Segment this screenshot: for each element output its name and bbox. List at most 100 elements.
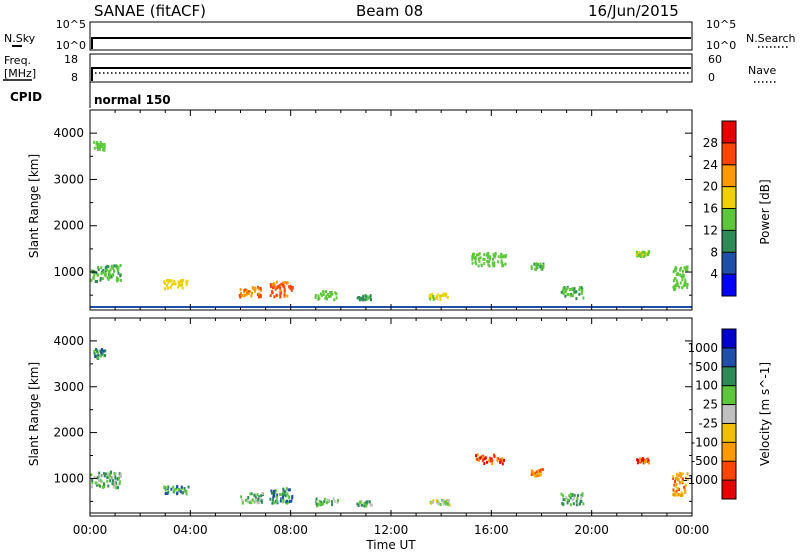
velocity-cell [257,498,260,502]
velocity-cell [260,500,263,504]
power-cell [580,286,583,290]
power-cell [369,294,372,298]
power-cell [488,260,490,264]
power-colorbar-tick-label: 4 [710,267,718,281]
velocity-cell [167,490,170,494]
power-cell [442,292,445,296]
velocity-cell [284,490,287,494]
velocity-cell [369,503,372,507]
nave-label: Nave [748,64,776,77]
velocity-cell [475,454,477,458]
velocity-cell [442,499,445,503]
velocity-cell [672,488,675,492]
power-cell [289,287,292,290]
velocity-cell [273,501,276,505]
velocity-cell [244,498,247,502]
power-cell [97,273,100,277]
power-cell [575,297,578,301]
velocity-cell [573,493,576,497]
velocity-cell [96,476,99,480]
power-cell [641,253,644,257]
power-cell [675,284,678,288]
velocity-colorbar-tick-label: -1000 [683,473,718,487]
power-cell [681,286,684,290]
velocity-cell [675,489,678,493]
power-cell [274,285,277,289]
power-cell [164,287,167,291]
power-cell [170,279,173,283]
power-cell [578,292,581,296]
velocity-cell [681,472,684,476]
power-colorbar-tick-label: 12 [703,223,718,237]
power-cell [366,295,369,299]
power-cell [635,253,638,257]
power-cell [290,288,293,292]
beam-title: Beam 08 [356,2,423,20]
power-cell [185,283,188,287]
velocity-cell [499,458,502,462]
velocity-cell [680,491,683,495]
velocity-cell [325,501,328,505]
power-cell [365,297,368,301]
velocity-cell [256,493,259,497]
power-cell [103,148,106,152]
power-cell [104,266,107,269]
velocity-cell [672,493,675,497]
power-cell [102,270,105,274]
velocity-cell [565,496,568,500]
power-cell [113,264,116,268]
power-colorbar-segment [722,142,736,166]
velocity-colorbar-tick-label: -100 [691,435,718,449]
velocity-cell [101,348,103,351]
velocity-cell [322,502,325,506]
power-cell [483,253,486,257]
velocity-cell [270,489,273,493]
power-cell [573,291,576,294]
cpid-label: CPID [10,90,42,104]
power-cell [582,296,585,300]
velocity-cell [534,472,537,475]
velocity-cell [647,459,650,463]
velocity-cell [501,457,504,461]
power-cell [239,295,242,299]
velocity-data-layer [90,348,689,508]
velocity-cell [107,476,110,479]
velocity-cell [642,461,645,465]
velocity-cell [185,489,188,493]
velocity-cell [363,502,366,505]
power-colorbar-segment [722,186,736,210]
power-cell [247,290,250,294]
velocity-cell [271,498,274,502]
power-data-layer [90,140,689,302]
velocity-y-tick-label: 2000 [53,426,84,440]
velocity-cell [90,485,93,489]
velocity-cell [279,499,282,503]
power-cell [360,297,363,301]
power-cell [471,261,474,265]
power-cell [646,252,649,256]
velocity-cell [288,499,291,503]
power-cell [475,253,478,257]
power-cell [163,282,166,286]
velocity-cell [287,488,290,492]
power-cell [686,265,689,269]
power-cell [325,294,328,298]
velocity-cell [285,500,287,504]
power-cell [540,267,543,271]
velocity-cell [181,491,184,495]
power-cell [96,146,99,149]
velocity-cell [581,494,584,498]
power-cell [429,297,432,301]
power-cell [504,255,507,259]
power-cell [325,290,327,294]
power-cell [684,283,687,287]
velocity-cell [101,474,104,477]
velocity-y-ticks: 1000 2000 3000 4000 [53,334,692,502]
power-cell [277,285,280,289]
power-cell [684,281,687,285]
velocity-cell [97,351,100,355]
power-cell [535,262,538,266]
power-cell [259,286,262,290]
velocity-cell [483,462,486,465]
velocity-cell [271,491,274,495]
